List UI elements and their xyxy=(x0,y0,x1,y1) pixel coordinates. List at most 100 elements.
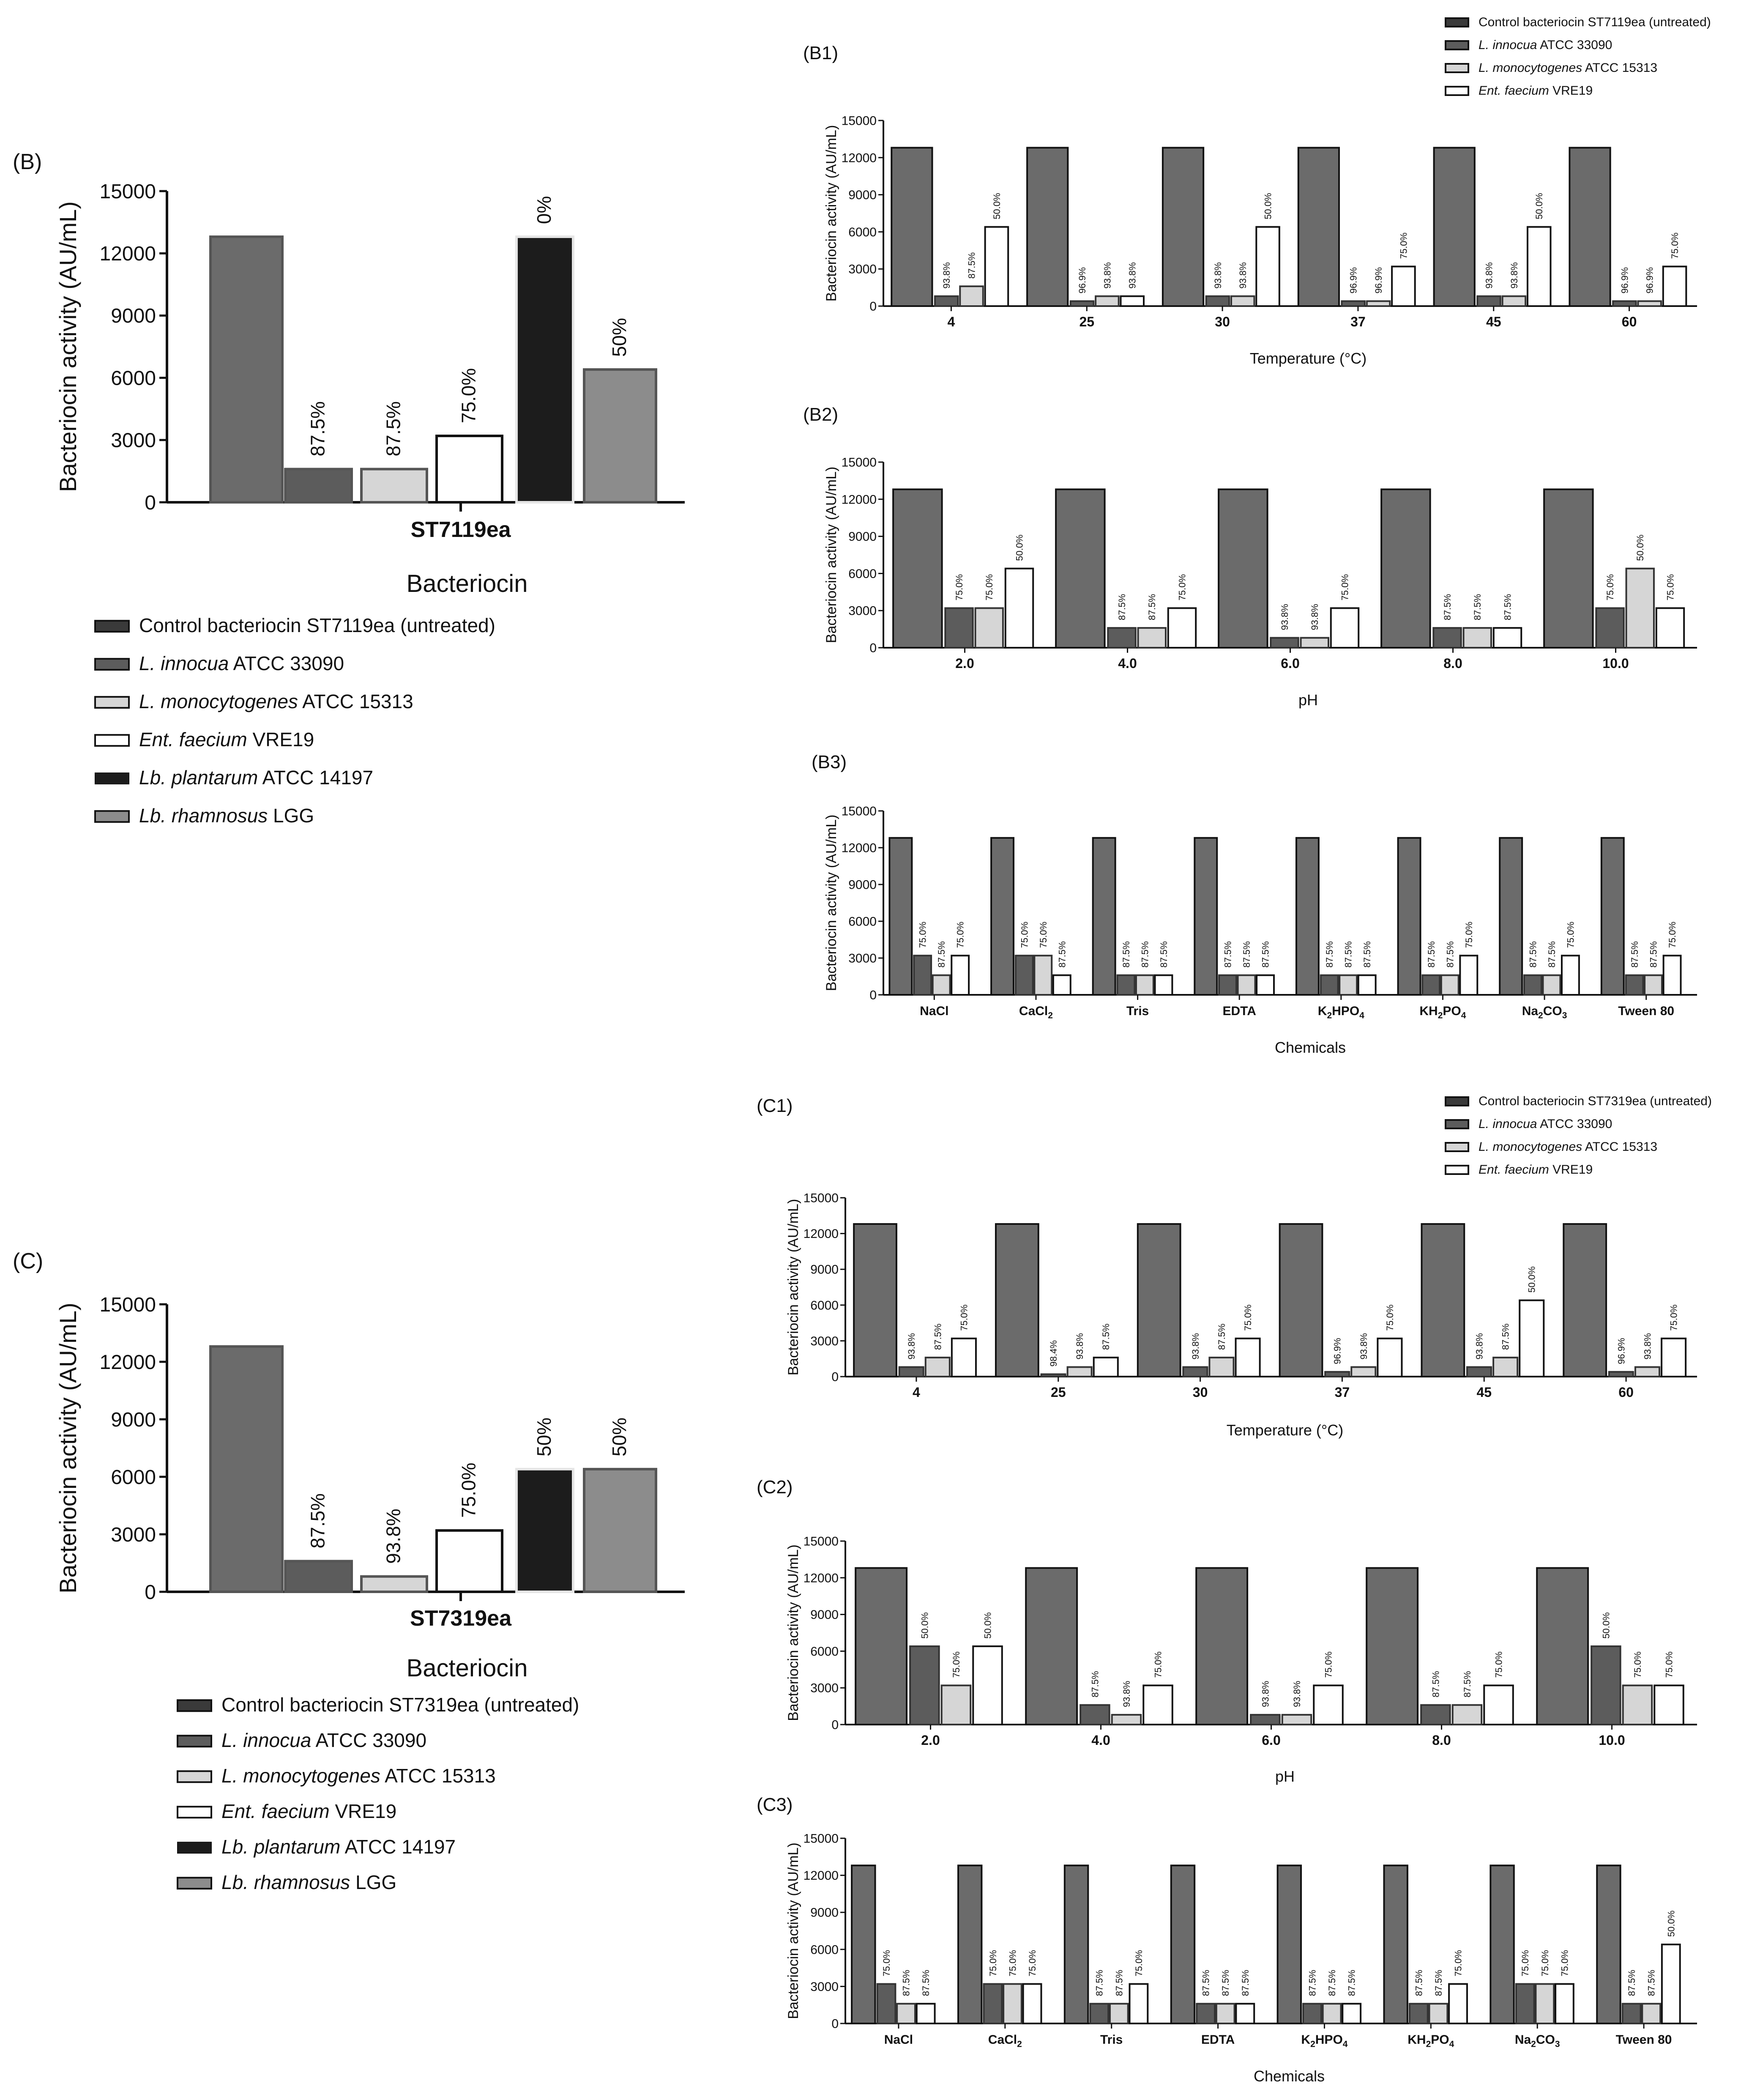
bar-series-3 xyxy=(1555,1983,1574,2025)
legend-strain: ATCC 14197 xyxy=(258,767,373,789)
category-label: 37 xyxy=(1335,1385,1350,1400)
y-tick-label: 15000 xyxy=(804,1535,839,1549)
legend-species: L. innocua xyxy=(1479,38,1537,52)
legend-strain: VRE19 xyxy=(1549,1163,1593,1177)
bar-data-label: 87.5% xyxy=(1502,594,1513,620)
bar-series-3 xyxy=(951,955,970,996)
bar-ent xyxy=(435,434,503,504)
bar-series-1 xyxy=(1324,1371,1350,1377)
bar-series-2 xyxy=(1208,1356,1235,1377)
y-axis-label: Bacteriocin activity (AU/mL) xyxy=(785,1544,801,1721)
x-axis-label: Chemicals xyxy=(1254,2067,1325,2085)
bar-data-label: 50% xyxy=(608,318,630,357)
bar-data-label: 93.8% xyxy=(1260,1681,1271,1707)
bar-data-label: 93.8% xyxy=(1309,604,1320,630)
bar-data-label: 50.0% xyxy=(992,193,1002,219)
bar-series-0 xyxy=(1063,1865,1089,2025)
bar-data-label: 87.5% xyxy=(1201,1970,1211,1996)
bar-data-label: 75.0% xyxy=(881,1950,892,1976)
bar-series-1 xyxy=(1432,627,1462,649)
category-label: 45 xyxy=(1476,1385,1492,1400)
y-tick-label: 6000 xyxy=(111,1466,156,1489)
bar-data-label: 75.0% xyxy=(458,368,480,423)
bar-series-2 xyxy=(1440,974,1459,996)
bar-data-label: 87.5% xyxy=(1626,1970,1637,1996)
bar-data-label: 75.0% xyxy=(1494,1651,1504,1678)
y-tick-label: 0 xyxy=(831,2017,839,2031)
legend-swatch xyxy=(1445,40,1469,50)
legend-item-label: L. innocua ATCC 33090 xyxy=(139,652,344,674)
legend-strain: ATCC 15313 xyxy=(298,690,413,712)
legend-species: L. monocytogenes xyxy=(1479,61,1582,75)
chem-fragment: 3 xyxy=(1555,2040,1560,2049)
chem-fragment: NaCl xyxy=(920,1004,948,1018)
legend-item-label: Lb. rhamnosus LGG xyxy=(221,1871,396,1893)
bar-series-3 xyxy=(1655,607,1685,649)
bar-series-0 xyxy=(855,1567,908,1725)
legend-title: Bacteriocin xyxy=(407,1654,528,1682)
legend-swatch xyxy=(1445,1096,1469,1106)
chem-fragment: K xyxy=(1301,2033,1310,2047)
chem-fragment: EDTA xyxy=(1201,2033,1235,2047)
bar-series-2 xyxy=(1644,974,1663,996)
bar-series-3 xyxy=(951,1337,977,1378)
bar-series-1 xyxy=(1625,974,1644,996)
chem-fragment: Tris xyxy=(1100,2033,1123,2047)
y-tick-label: 3000 xyxy=(848,263,877,277)
y-axis-label: Bacteriocin activity (AU/mL) xyxy=(823,815,839,991)
chem-fragment: 4 xyxy=(1449,2040,1454,2049)
bar-data-label: 87.5% xyxy=(1101,1323,1111,1350)
bar-data-label: 87.5% xyxy=(901,1970,912,1996)
category-label: 8.0 xyxy=(1432,1733,1451,1748)
bar-l xyxy=(284,1560,353,1593)
category-label: Tris xyxy=(1100,2033,1123,2047)
legend-swatch xyxy=(1445,17,1469,27)
y-axis-label: Bacteriocin activity (AU/mL) xyxy=(55,201,81,492)
bar-series-1 xyxy=(1270,637,1299,649)
chem-fragment: CO xyxy=(1543,1004,1562,1018)
bar-series-3 xyxy=(1459,955,1479,996)
bar-data-label: 93.8% xyxy=(1121,1681,1132,1707)
category-label: 2.0 xyxy=(921,1733,940,1748)
bar-series-1 xyxy=(1608,1371,1634,1377)
bar-data-label: 93.8% xyxy=(1102,262,1112,288)
bar-series-2 xyxy=(1634,1366,1661,1377)
y-tick-label: 0 xyxy=(145,492,156,514)
bar-series-1 xyxy=(898,1366,924,1377)
bar-lb xyxy=(515,235,574,504)
legend-item-label: Control bacteriocin ST7119ea (untreated) xyxy=(1479,15,1711,29)
y-tick-label: 3000 xyxy=(810,1334,839,1348)
legend-item-label: Control bacteriocin ST7319ea (untreated) xyxy=(1479,1094,1712,1108)
bar-series-2 xyxy=(1237,974,1256,996)
legend-item-label: Control bacteriocin ST7119ea (untreated) xyxy=(139,614,495,636)
y-tick-label: 3000 xyxy=(848,952,877,966)
x-axis-label: Chemicals xyxy=(1275,1039,1346,1056)
bar-series-2 xyxy=(1501,295,1527,307)
chem-fragment: 2 xyxy=(1017,2040,1022,2049)
category-label: EDTA xyxy=(1222,1004,1256,1018)
y-tick-label: 6000 xyxy=(810,1645,839,1659)
category-label: EDTA xyxy=(1201,2033,1235,2047)
category-label: NaCl xyxy=(920,1004,948,1018)
bar-data-label: 75.0% xyxy=(1027,1950,1038,1976)
chem-fragment: KH xyxy=(1408,2033,1426,2047)
legend-swatch xyxy=(177,1770,212,1783)
legend-item-label: Lb. plantarum ATCC 14197 xyxy=(139,767,373,789)
y-axis-label: Bacteriocin activity (AU/mL) xyxy=(785,1199,801,1376)
chem-fragment: 2 xyxy=(1048,1011,1053,1021)
bar-series-3 xyxy=(1154,974,1173,996)
bar-series-0 xyxy=(1499,837,1523,996)
bar-data-label: 87.5% xyxy=(1216,1323,1227,1350)
bar-data-label: 96.9% xyxy=(1373,267,1384,293)
category-label: 37 xyxy=(1350,314,1366,329)
y-tick-label: 9000 xyxy=(848,188,877,202)
bar-data-label: 50.0% xyxy=(1263,193,1274,219)
chem-fragment: HPO xyxy=(1332,1004,1359,1018)
legend-species: Ent. faecium xyxy=(139,728,247,750)
bar-series-0 xyxy=(1276,1865,1302,2025)
bar-data-label: 87.5% xyxy=(921,1970,931,1996)
bar-series-3 xyxy=(984,226,1009,307)
bar-data-label: 75.0% xyxy=(984,574,995,600)
bar-series-3 xyxy=(1391,266,1416,307)
